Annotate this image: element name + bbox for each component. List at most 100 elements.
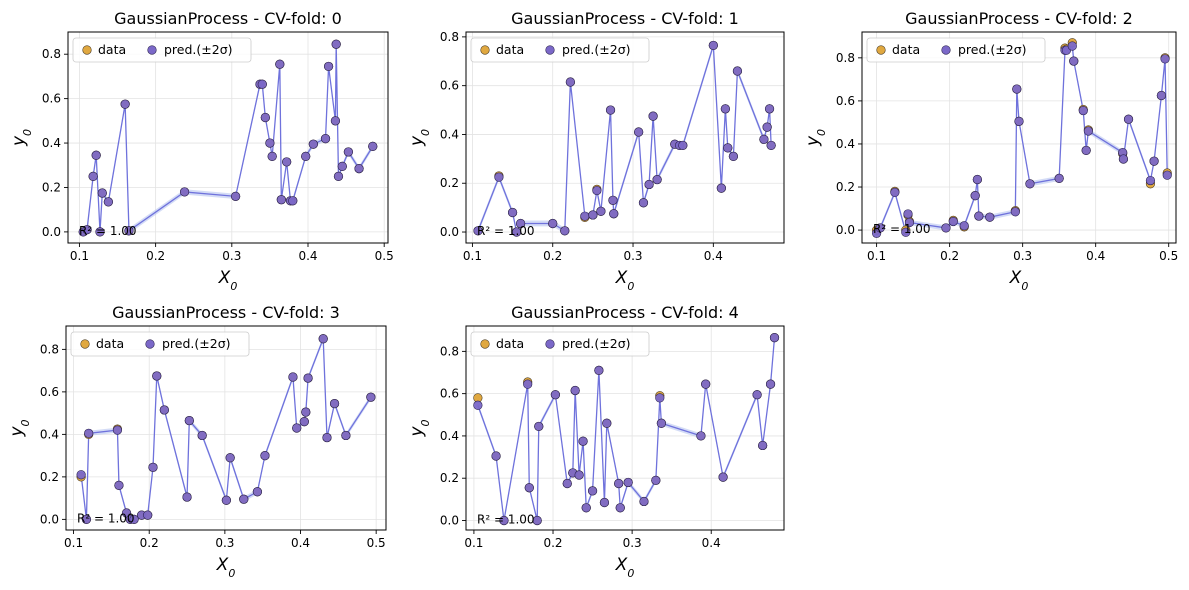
prediction-point (570, 385, 580, 396)
y-axis-label-group: y0 (407, 419, 432, 437)
y-axis-label-group: y0 (9, 129, 34, 147)
prediction-point (532, 515, 542, 526)
prediction-point (656, 418, 666, 428)
prediction-point (288, 196, 298, 206)
y-axis-label: y0 (407, 129, 432, 147)
legend-pred-marker (545, 45, 555, 55)
x-axis-label: X0 (615, 268, 635, 293)
prediction-point (534, 421, 544, 432)
y-axis-label: y0 (7, 419, 32, 437)
y-tick-label: 0.8 (440, 30, 459, 44)
prediction-point (184, 415, 194, 426)
prediction-point (333, 171, 344, 181)
prediction-point (473, 226, 483, 236)
r2-annotation: R² = 1.00 (79, 224, 137, 238)
x-tick-label: 0.2 (543, 536, 562, 550)
x-tick-label: 0.2 (140, 536, 159, 550)
prediction-point (732, 66, 743, 76)
y-tick-label: 0.0 (440, 225, 459, 239)
prediction-point (1162, 170, 1172, 180)
prediction-point (875, 223, 885, 233)
prediction-point (644, 179, 654, 190)
prediction-point (565, 77, 575, 87)
y-tick-label: 0.2 (40, 470, 59, 484)
prediction-point (282, 157, 292, 167)
prediction-point (267, 151, 277, 161)
prediction-point (708, 40, 718, 51)
prediction-point (1025, 179, 1035, 189)
legend-pred-label: pred.(±2σ) (162, 336, 231, 351)
prediction-point (252, 487, 262, 497)
prediction-point (762, 122, 772, 132)
subplot-fold-1: 0.1 0.2 0.3 0.4 0.0 0.2 0.4 0.6 0.8 GaussianProce… (407, 9, 785, 293)
prediction-point (1010, 207, 1020, 217)
legend-pred-marker (545, 339, 555, 349)
x-tick-label: 0.4 (702, 536, 721, 550)
legend-box (470, 37, 650, 63)
y-tick-label: 0.0 (836, 223, 855, 237)
prediction-point (550, 390, 560, 400)
chart-title: GaussianProcess - CV-fold: 4 (511, 303, 739, 322)
prediction-point (1054, 173, 1064, 184)
legend-pred-marker (941, 45, 951, 55)
prediction-point (354, 163, 364, 174)
chart-title: GaussianProcess - CV-fold: 0 (114, 9, 342, 28)
y-tick-label: 0.8 (42, 47, 61, 61)
y-axis-label: y0 (803, 129, 828, 147)
legend: data pred.(±2σ) (866, 37, 1046, 63)
legend: data pred.(±2σ) (72, 37, 252, 63)
prediction-point (323, 61, 334, 72)
y-axis-label-group: y0 (803, 129, 828, 147)
prediction-point (239, 494, 249, 504)
prediction-point (634, 127, 644, 137)
x-tick-label: 0.1 (64, 536, 83, 550)
prediction-point (95, 227, 105, 237)
prediction-point (766, 140, 776, 151)
legend-data-label: data (496, 336, 524, 351)
prediction-point (491, 451, 501, 461)
legend-pred-marker (145, 339, 155, 349)
prediction-point (609, 209, 619, 219)
x-tick-label: 0.1 (463, 249, 482, 263)
y-tick-label: 0.2 (836, 180, 855, 194)
prediction-point (523, 379, 533, 389)
prediction-point (723, 143, 733, 153)
prediction-point (602, 418, 612, 428)
prediction-point (260, 451, 270, 461)
prediction-point (112, 425, 123, 435)
x-tick-label: 0.2 (543, 249, 562, 263)
x-tick-label: 0.4 (1086, 249, 1105, 263)
legend-box (70, 331, 250, 357)
legend-pred-marker (147, 45, 157, 55)
prediction-point (318, 334, 328, 344)
prediction-point (330, 116, 341, 126)
x-tick-label: 0.4 (298, 249, 317, 263)
prediction-point (605, 105, 616, 115)
x-tick-label: 0.1 (70, 249, 89, 263)
grid-lines (466, 326, 784, 530)
subplot-fold-0: 0.1 0.2 0.3 0.4 0.5 0.0 0.2 0.4 0.6 0.8 GaussianPr… (9, 9, 394, 293)
prediction-point (1145, 175, 1156, 186)
y-tick-label: 0.2 (440, 471, 459, 485)
prediction-point (765, 379, 776, 389)
prediction-point (890, 187, 900, 198)
prediction-point (84, 428, 94, 438)
y-tick-label: 0.8 (440, 344, 459, 358)
prediction-point (752, 390, 762, 400)
prediction-point (292, 423, 302, 433)
prediction-point (301, 407, 311, 417)
y-tick-label: 0.0 (40, 512, 59, 526)
legend-box (866, 37, 1046, 63)
prediction-point (608, 195, 618, 205)
prediction-point (1083, 126, 1093, 136)
prediction-point (114, 480, 124, 490)
prediction-point (959, 221, 969, 231)
prediction-point (82, 225, 92, 235)
prediction-point (972, 174, 982, 185)
prediction-point (588, 210, 598, 220)
prediction-point (221, 495, 231, 505)
prediction-point (1156, 90, 1166, 101)
prediction-point (197, 430, 207, 441)
chart-title: GaussianProcess - CV-fold: 2 (905, 9, 1133, 28)
axes-frame (465, 325, 785, 531)
